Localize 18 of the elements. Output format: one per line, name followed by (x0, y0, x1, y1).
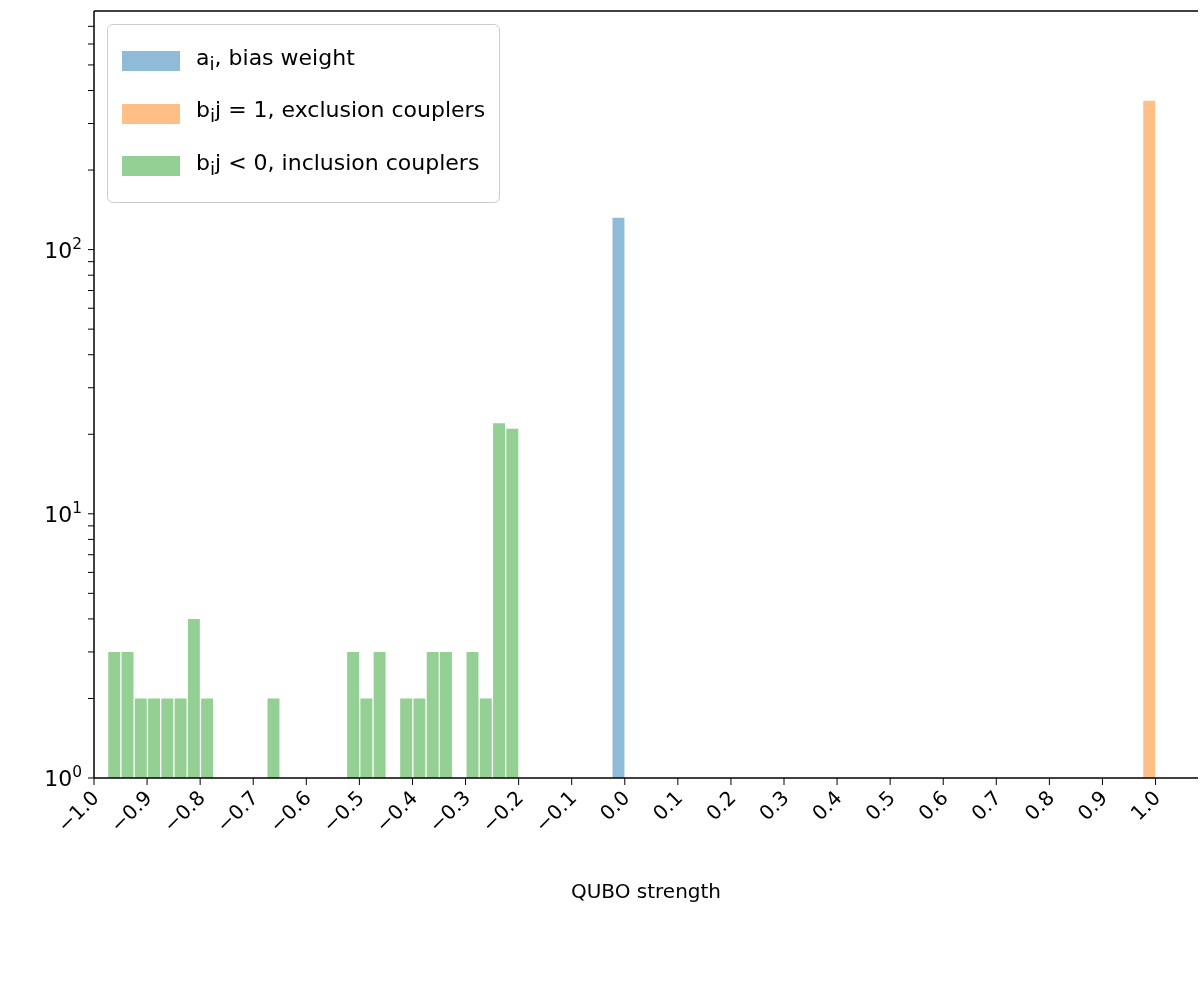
x-tick-label: 0.2 (700, 785, 741, 826)
legend-label: b$_{i}$j = 1, exclusion couplers (196, 96, 486, 129)
x-tick-label: 0.0 (594, 785, 635, 826)
legend-label: b$_{i}$j < 0, inclusion couplers (196, 148, 480, 182)
x-tick-label: 0.4 (807, 785, 847, 826)
y-tick-label: 10$^{1}$ (44, 498, 82, 527)
x-tick-label: 0.8 (1019, 785, 1059, 826)
x-tick-label: 0.5 (860, 785, 900, 826)
x-tick-label: 1.0 (1125, 785, 1166, 826)
x-tick-label: 0.9 (1072, 785, 1112, 826)
x-tick-label: 0.6 (913, 785, 953, 826)
x-tick-label: 0.7 (966, 785, 1006, 826)
x-tick-label: 0.1 (647, 785, 688, 826)
y-tick-label: 10$^{0}$ (44, 763, 82, 791)
x-axis-title: QUBO strength (570, 879, 722, 903)
y-tick-label: 10$^{2}$ (44, 234, 82, 263)
x-tick-label: 0.3 (754, 785, 794, 826)
legend-label: a$_{i}$, bias weight (196, 44, 355, 77)
